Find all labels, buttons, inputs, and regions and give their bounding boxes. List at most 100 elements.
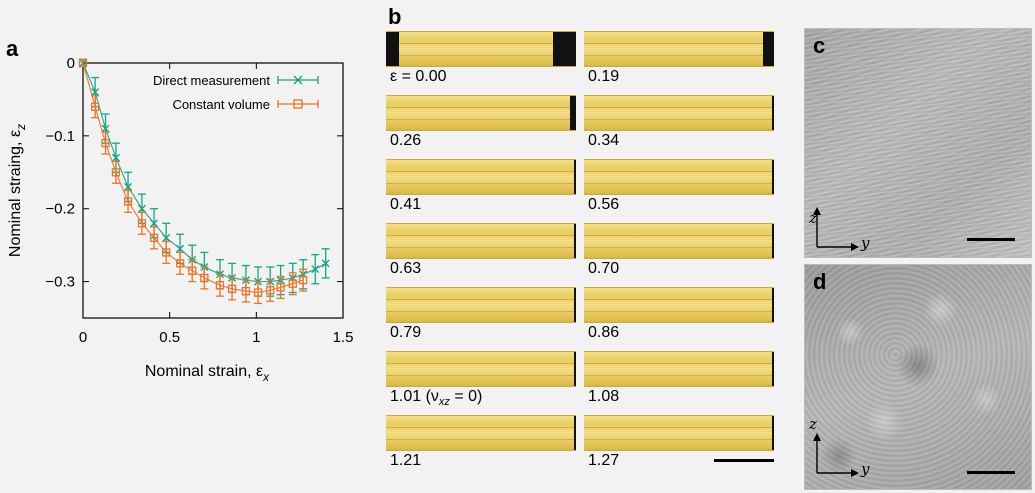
strip-edge-line bbox=[584, 311, 774, 312]
strain-label: 1.08 bbox=[588, 388, 620, 405]
axes-icon bbox=[813, 207, 859, 251]
strip-image bbox=[584, 351, 774, 387]
strip-edge-line bbox=[584, 299, 774, 300]
data-point bbox=[150, 219, 159, 228]
clamp-right bbox=[772, 352, 774, 386]
clamp-left bbox=[386, 32, 400, 66]
y-tick-label: −0.3 bbox=[45, 274, 75, 291]
strip-edge-line bbox=[386, 439, 576, 440]
strip-image bbox=[386, 95, 576, 131]
data-point bbox=[137, 219, 147, 228]
strip-image bbox=[386, 31, 576, 67]
panel-label-b: b bbox=[388, 4, 402, 29]
sample-strip bbox=[584, 415, 774, 451]
data-point bbox=[200, 273, 209, 283]
y-tick-label: −0.2 bbox=[45, 201, 75, 218]
sample-strip bbox=[584, 95, 774, 131]
x-tick-label: 1.5 bbox=[333, 329, 354, 346]
clamp-right bbox=[772, 160, 774, 194]
y-axis-label: Nominal straing, εz bbox=[7, 124, 28, 257]
data-point bbox=[253, 288, 263, 297]
data-point bbox=[321, 259, 330, 268]
strain-label: 0.79 bbox=[390, 324, 422, 341]
strip-edge-line bbox=[386, 363, 576, 364]
sample-strip bbox=[386, 31, 576, 67]
strain-label: 0.19 bbox=[588, 68, 620, 85]
strip-edge-line bbox=[386, 235, 576, 236]
data-point bbox=[137, 204, 146, 213]
data-point bbox=[90, 102, 100, 111]
strip-image bbox=[386, 287, 576, 323]
strip-image bbox=[584, 31, 774, 67]
clamp-right bbox=[772, 288, 774, 322]
strip-edge-line bbox=[386, 427, 576, 428]
strip-edge-line bbox=[386, 43, 576, 44]
strip-edge-line bbox=[584, 427, 774, 428]
strip-edge-line bbox=[386, 171, 576, 172]
strain-label: 0.34 bbox=[588, 132, 620, 149]
data-point bbox=[215, 281, 225, 290]
scale-bar-c bbox=[967, 238, 1015, 241]
strain-label: 0.56 bbox=[588, 196, 620, 213]
axis-label-y: y bbox=[861, 460, 870, 478]
sample-strip bbox=[386, 351, 576, 387]
strip-edge-line bbox=[386, 375, 576, 376]
data-point bbox=[176, 244, 185, 253]
panel-label-a: a bbox=[6, 36, 19, 61]
data-point bbox=[298, 275, 308, 285]
clamp-right bbox=[574, 416, 576, 450]
strip-edge-line bbox=[584, 119, 774, 120]
strip-edge-line bbox=[584, 171, 774, 172]
sample-strip bbox=[386, 95, 576, 131]
data-point bbox=[241, 286, 251, 296]
strain-label: 0.70 bbox=[588, 260, 620, 277]
strain-label: 0.63 bbox=[390, 260, 422, 277]
strain-label: 0.86 bbox=[588, 324, 620, 341]
strip-edge-line bbox=[584, 107, 774, 108]
strip-image bbox=[584, 159, 774, 195]
strip-edge-line bbox=[386, 247, 576, 248]
strip-edge-line bbox=[386, 119, 576, 120]
strip-edge-line bbox=[386, 311, 576, 312]
data-point bbox=[227, 284, 237, 294]
clamp-right bbox=[574, 160, 576, 194]
sample-strip bbox=[584, 351, 774, 387]
strain-label: 0.26 bbox=[390, 132, 422, 149]
data-point bbox=[111, 168, 121, 177]
strip-edge-line bbox=[584, 363, 774, 364]
data-point bbox=[266, 286, 275, 295]
clamp-right bbox=[772, 96, 774, 130]
x-axis-label: Nominal strain, εx bbox=[145, 363, 270, 384]
axis-label-z: z bbox=[809, 209, 817, 227]
clamp-right bbox=[570, 96, 576, 130]
panel-label-c: c bbox=[813, 33, 826, 58]
legend-label: Direct measurement bbox=[153, 73, 270, 88]
strip-edge-line bbox=[584, 235, 774, 236]
x-tick-label: 0.5 bbox=[159, 329, 180, 346]
sample-strip bbox=[584, 159, 774, 195]
data-point bbox=[311, 265, 320, 274]
axes-icon bbox=[813, 433, 859, 477]
strain-label-main: 1.01 (ν bbox=[390, 388, 439, 405]
strip-image bbox=[584, 95, 774, 131]
sem-image-d: d z y bbox=[804, 264, 1032, 490]
scale-bar-d bbox=[967, 471, 1015, 474]
strip-image bbox=[584, 223, 774, 259]
strip-edge-line bbox=[584, 183, 774, 184]
strain-label: 1.27 bbox=[588, 452, 620, 469]
strip-image bbox=[386, 351, 576, 387]
clamp-right bbox=[574, 224, 576, 258]
strain-label: 0.41 bbox=[390, 196, 422, 213]
strain-label-sub: xz bbox=[438, 396, 450, 409]
y-tick-label: 0 bbox=[67, 55, 75, 72]
strip-edge-line bbox=[386, 107, 576, 108]
legend-label: Constant volume bbox=[172, 97, 270, 112]
data-point bbox=[288, 279, 297, 288]
strain-label: 1.21 bbox=[390, 452, 422, 469]
strip-edge-line bbox=[584, 55, 774, 56]
axis-label-y: y bbox=[861, 234, 870, 252]
strip-image bbox=[386, 159, 576, 195]
scale-bar-b bbox=[714, 459, 774, 462]
data-point bbox=[124, 182, 133, 191]
x-tick-label: 1 bbox=[252, 329, 260, 346]
